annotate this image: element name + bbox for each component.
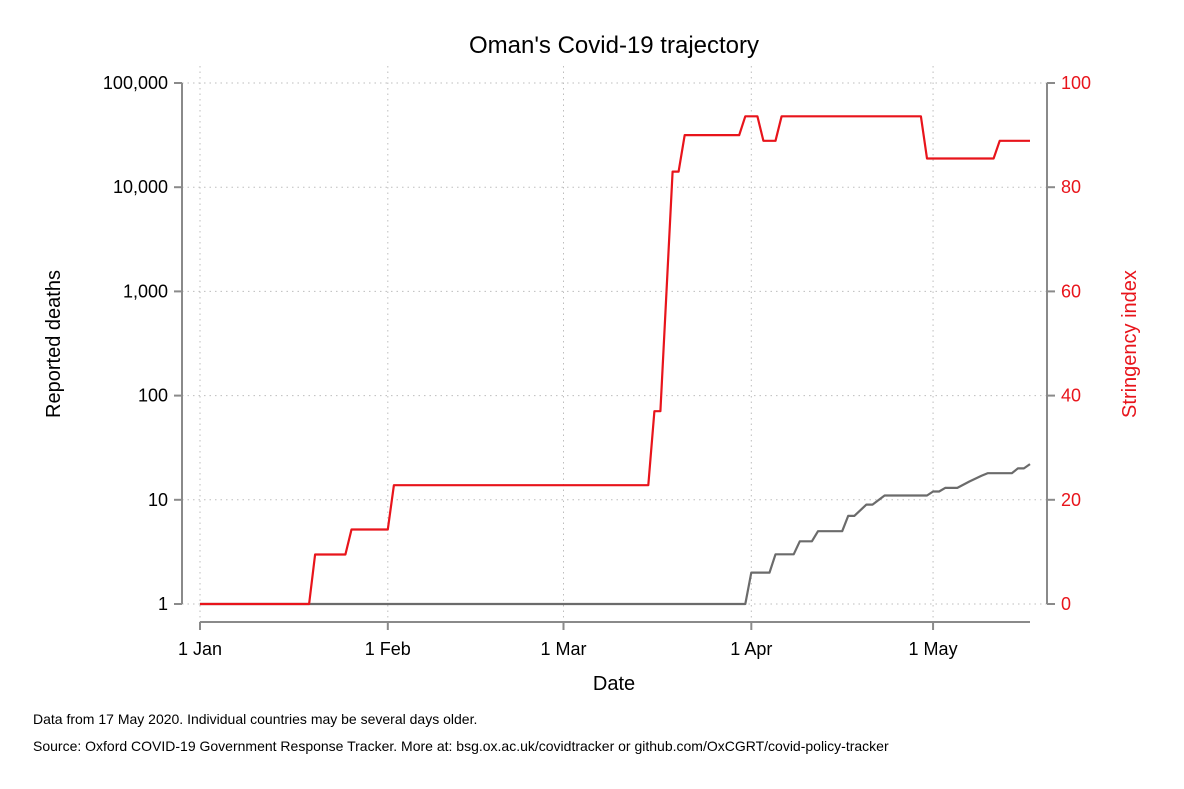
y-axis-left-title: Reported deaths [43, 270, 65, 418]
x-tick-label: 1 Feb [365, 639, 411, 659]
y-right-tick-label: 40 [1061, 386, 1081, 406]
y-left-tick-label: 100,000 [103, 73, 168, 93]
stringency-line [200, 115, 1030, 606]
y-axis-right-title: Stringency index [1119, 270, 1141, 418]
note-source: Source: Oxford COVID-19 Government Respo… [33, 738, 889, 754]
deaths-line [200, 463, 1031, 606]
y-left-tick-label: 100 [138, 386, 168, 406]
y-left-tick-label: 1 [158, 594, 168, 614]
y-right-tick-label: 60 [1061, 281, 1081, 301]
note-data-date: Data from 17 May 2020. Individual countr… [33, 711, 478, 727]
y-right-tick-label: 20 [1061, 490, 1081, 510]
y-right-tick-label: 0 [1061, 594, 1071, 614]
x-tick-label: 1 May [909, 639, 958, 659]
x-tick-label: 1 Jan [178, 639, 222, 659]
x-axis-title: Date [593, 673, 635, 695]
y-right-tick-label: 100 [1061, 73, 1091, 93]
y-left-tick-label: 1,000 [123, 281, 168, 301]
x-tick-label: 1 Apr [730, 639, 772, 659]
y-right-tick-label: 80 [1061, 177, 1081, 197]
x-tick-label: 1 Mar [540, 639, 586, 659]
grid [182, 66, 1047, 622]
chart-title: Oman's Covid-19 trajectory [469, 32, 759, 59]
series [200, 115, 1031, 606]
y-left-tick-label: 10 [148, 490, 168, 510]
y-left-tick-label: 10,000 [113, 177, 168, 197]
axes: 1 10 100 1,000 10,000 100,000 0 20 40 60 80 100 1 Ja… [103, 73, 1091, 659]
